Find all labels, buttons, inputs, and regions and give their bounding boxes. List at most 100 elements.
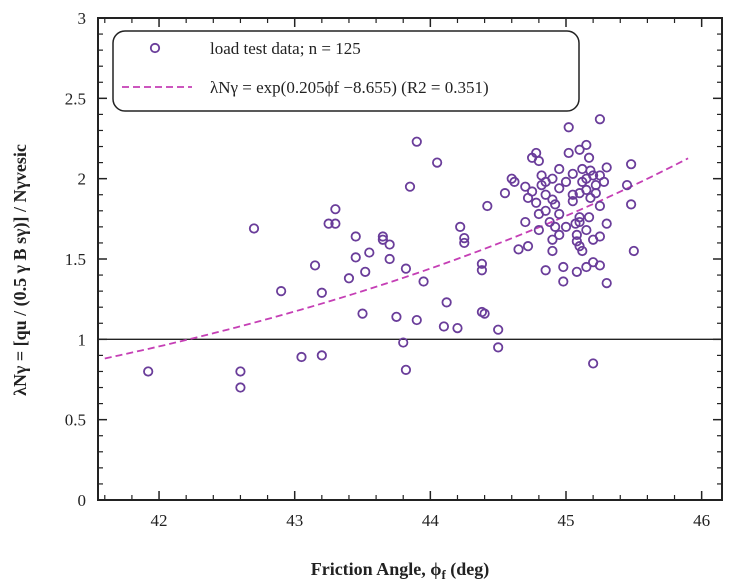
data-point <box>296 351 307 363</box>
data-point <box>581 184 592 196</box>
data-point <box>588 170 599 181</box>
data-point <box>316 350 327 361</box>
data-point <box>391 311 402 322</box>
data-point <box>482 200 493 212</box>
data-point <box>533 155 544 167</box>
data-point <box>547 245 558 257</box>
data-point <box>601 218 612 229</box>
data-point <box>276 286 287 297</box>
data-point <box>343 273 355 284</box>
y-tick-label: 0 <box>78 491 87 510</box>
data-point <box>357 308 368 319</box>
data-point <box>364 247 375 258</box>
data-point <box>583 212 595 223</box>
data-point <box>499 188 511 199</box>
data-point <box>581 261 592 273</box>
data-point <box>248 223 260 234</box>
data-point <box>594 200 606 212</box>
data-point <box>235 382 246 393</box>
data-point <box>581 139 592 151</box>
y-tick-label: 0.5 <box>65 411 86 430</box>
data-point <box>594 260 606 271</box>
data-points-layer <box>143 114 639 393</box>
y-tick-label: 3 <box>78 9 87 28</box>
data-point <box>594 231 606 242</box>
y-axis-title: λNγ = [qu / (0.5 γ B sγ)] / Nγvesic <box>10 144 31 396</box>
data-point <box>574 216 585 228</box>
data-point <box>621 179 633 191</box>
data-point <box>398 337 409 348</box>
data-point <box>533 224 544 236</box>
data-point <box>558 276 569 287</box>
data-point <box>540 265 551 276</box>
data-point <box>563 147 574 159</box>
data-point <box>574 144 585 155</box>
legend-entry-fit: λNγ = exp(0.205ϕf −8.655) (R2 = 0.351) <box>210 78 489 97</box>
data-point <box>583 152 595 163</box>
data-point <box>520 181 531 192</box>
data-point <box>309 260 321 271</box>
y-tick-label: 1 <box>78 330 87 349</box>
legend-marker-circle <box>149 42 161 54</box>
x-tick-label: 42 <box>151 511 168 530</box>
data-point <box>585 192 596 204</box>
data-point <box>330 218 341 229</box>
x-tick-label: 44 <box>422 511 440 530</box>
data-point <box>563 122 574 133</box>
data-point <box>626 199 637 210</box>
data-point <box>404 181 416 192</box>
data-point <box>598 176 610 187</box>
x-tick-label: 46 <box>693 511 710 530</box>
data-point <box>400 364 412 375</box>
data-point <box>574 212 585 223</box>
data-point <box>526 186 538 197</box>
data-point <box>554 229 565 240</box>
data-point <box>550 199 561 210</box>
data-point <box>452 322 463 334</box>
data-point <box>533 208 544 220</box>
data-point <box>628 245 639 257</box>
data-point <box>626 159 637 170</box>
data-point <box>323 218 334 229</box>
data-point <box>540 189 551 200</box>
legend-box <box>112 30 580 112</box>
data-point <box>560 176 572 187</box>
data-point <box>577 163 588 175</box>
legend-entry-data: load test data; n = 125 <box>210 39 361 58</box>
y-tick-label: 2.5 <box>65 89 86 108</box>
data-point <box>350 252 361 263</box>
data-point <box>567 168 578 179</box>
x-tick-label: 43 <box>286 511 303 530</box>
data-point <box>330 204 341 215</box>
data-point <box>567 189 578 200</box>
data-point <box>540 176 551 187</box>
data-point <box>571 229 582 240</box>
fit-curve <box>104 157 689 360</box>
data-point <box>235 366 246 377</box>
data-point <box>350 231 361 242</box>
data-point <box>459 233 470 244</box>
data-point <box>531 197 542 208</box>
data-point <box>459 237 470 249</box>
data-point <box>601 162 612 173</box>
data-point <box>493 324 504 335</box>
data-point <box>479 308 490 319</box>
data-point <box>571 266 582 277</box>
y-tick-label: 2 <box>78 170 87 189</box>
data-point <box>316 287 327 298</box>
data-point <box>411 136 422 147</box>
data-point <box>558 261 569 273</box>
data-point <box>438 321 450 332</box>
data-point <box>520 216 531 228</box>
data-point <box>377 234 388 245</box>
data-point <box>554 208 565 220</box>
data-point <box>554 183 565 194</box>
data-point <box>384 253 395 265</box>
x-tick-label: 45 <box>558 511 575 530</box>
data-point <box>384 239 395 250</box>
data-point <box>581 224 592 236</box>
y-tick-label: 1.5 <box>65 250 86 269</box>
data-point <box>574 241 585 252</box>
data-point <box>590 188 601 199</box>
